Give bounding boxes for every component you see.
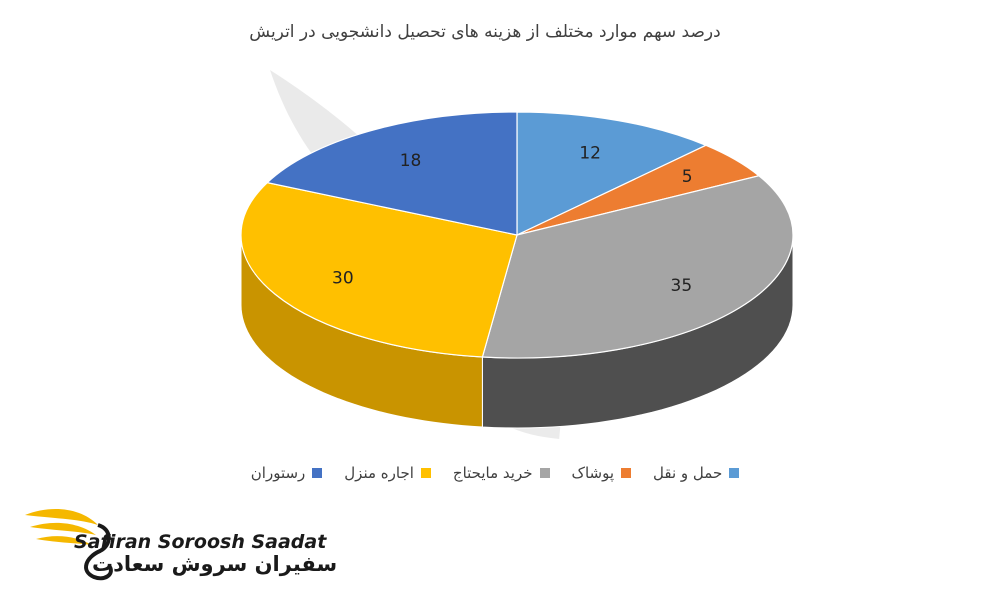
legend-label: پوشاک — [571, 464, 615, 482]
pie-slice-groceries[interactable] — [481, 175, 794, 359]
legend-swatch — [420, 468, 431, 478]
legend-label: اجاره منزل — [344, 464, 414, 482]
legend: حمل و نقل پوشاک خرید مایحتاج اجاره منزل … — [0, 464, 990, 482]
logo-name-fa: سفیران سروش سعادت — [92, 552, 338, 576]
legend-item-clothing[interactable]: پوشاک — [572, 464, 632, 482]
legend-swatch — [621, 468, 632, 478]
legend-item-transport[interactable]: حمل و نقل — [653, 464, 740, 482]
legend-label: خرید مایحتاج — [452, 464, 533, 482]
data-label-clothing: 5 — [682, 167, 693, 187]
legend-item-rent[interactable]: اجاره منزل — [344, 464, 431, 482]
legend-item-groceries[interactable]: خرید مایحتاج — [453, 464, 550, 482]
data-label-groceries: 35 — [671, 276, 693, 296]
pie-slice-transport[interactable] — [516, 111, 708, 236]
pie-slice-restaurant[interactable] — [266, 111, 518, 236]
legend-label: رستوران — [250, 464, 306, 482]
legend-label: حمل و نقل — [653, 464, 723, 482]
logo-name-en: Safiran Soroosh Saadat — [74, 531, 327, 553]
data-label-rent: 30 — [332, 269, 354, 289]
data-label-restaurant: 18 — [400, 151, 422, 171]
legend-swatch — [539, 468, 550, 478]
company-logo-icon — [25, 509, 113, 581]
legend-swatch — [729, 468, 740, 478]
data-label-transport: 12 — [579, 144, 601, 164]
pie-slice-rent[interactable] — [240, 181, 518, 358]
legend-swatch — [312, 468, 323, 478]
chart-title: درصد سهم موارد مختلف از هزینه های تحصیل … — [249, 22, 721, 42]
legend-item-restaurant[interactable]: رستوران — [251, 464, 323, 482]
